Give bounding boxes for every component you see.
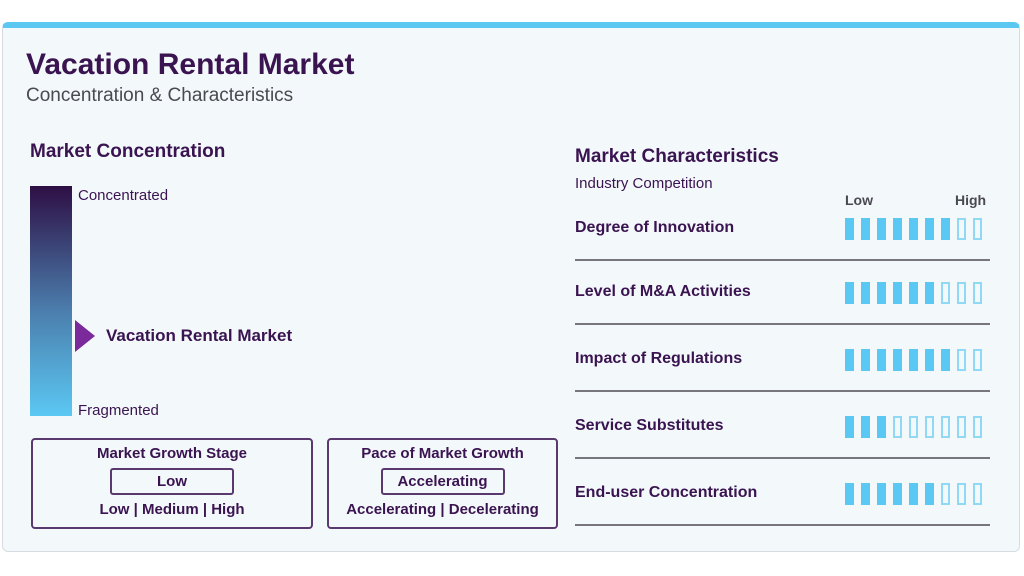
rating-bar-filled [893,349,902,371]
page-title: Vacation Rental Market [26,48,355,81]
rating-bar-filled [941,349,950,371]
concentration-gradient-bar [30,186,72,416]
growth-pace-value: Accelerating [380,468,505,495]
rating-bar-filled [909,282,918,304]
rating-bar-empty [957,349,966,371]
rating-bar-empty [909,416,918,438]
characteristic-label: Service Substitutes [575,417,724,434]
concentrated-label: Concentrated [78,187,169,204]
row-divider [575,524,990,526]
rating-bar-empty [973,349,982,371]
growth-stage-value: Low [110,468,234,495]
characteristic-label: Level of M&A Activities [575,283,751,300]
rating-bar-filled [861,349,870,371]
concentration-heading: Market Concentration [30,141,226,162]
characteristic-label: End-user Concentration [575,484,758,501]
rating-bar-filled [861,483,870,505]
rating-bar-filled [925,349,934,371]
rating-bar-filled [845,416,854,438]
rating-bar-filled [861,416,870,438]
characteristic-label: Degree of Innovation [575,219,735,236]
rating-bar-empty [957,483,966,505]
rating-bar-empty [973,416,982,438]
growth-stage-box: Market Growth Stage Low Low | Medium | H… [31,438,313,529]
rating-bar-filled [877,218,886,240]
rating-bar-filled [909,349,918,371]
growth-pace-title: Pace of Market Growth [361,445,524,462]
rating-bar-empty [973,282,982,304]
rating-bar-filled [941,218,950,240]
rating-bar-filled [893,282,902,304]
rating-bar-filled [893,218,902,240]
rating-bar-empty [941,416,950,438]
rating-bar-empty [957,218,966,240]
characteristic-label: Impact of Regulations [575,350,743,367]
rating-bar-filled [845,282,854,304]
scale-low-label: Low [845,192,873,208]
rating-bar-filled [893,483,902,505]
rating-bar-filled [861,218,870,240]
rating-bar-empty [941,483,950,505]
market-marker-label: Vacation Rental Market [106,326,293,345]
marker-triangle-icon [75,320,95,352]
growth-pace-options: Accelerating | Decelerating [346,501,539,518]
growth-pace-box: Pace of Market Growth Accelerating Accel… [327,438,558,529]
row-divider [575,259,990,261]
characteristic-rating-bars [845,218,982,240]
rating-bar-empty [925,416,934,438]
rating-bar-filled [845,483,854,505]
rating-bar-filled [877,349,886,371]
characteristics-heading: Market Characteristics [575,146,779,167]
rating-bar-filled [845,349,854,371]
characteristic-rating-bars [845,349,982,371]
growth-stage-options: Low | Medium | High [99,501,245,518]
rating-bar-filled [845,218,854,240]
rating-bar-empty [941,282,950,304]
rating-bar-filled [877,282,886,304]
rating-bar-empty [973,218,982,240]
page-subtitle: Concentration & Characteristics [26,85,294,106]
rating-bar-filled [861,282,870,304]
growth-stage-title: Market Growth Stage [96,445,248,462]
scale-high-label: High [955,192,987,208]
rating-bar-empty [973,483,982,505]
rating-bar-filled [877,483,886,505]
rating-bar-empty [957,282,966,304]
characteristics-subheading: Industry Competition [575,175,713,192]
fragmented-label: Fragmented [78,402,159,419]
characteristic-rating-bars [845,282,982,304]
row-divider [575,457,990,459]
rating-bar-filled [925,282,934,304]
rating-bar-filled [909,218,918,240]
rating-bar-filled [909,483,918,505]
rating-bar-filled [877,416,886,438]
rating-bar-filled [925,483,934,505]
rating-bar-empty [957,416,966,438]
characteristic-rating-bars [845,483,982,505]
rating-bar-filled [925,218,934,240]
rating-bar-empty [893,416,902,438]
row-divider [575,390,990,392]
characteristic-rating-bars [845,416,982,438]
row-divider [575,323,990,325]
